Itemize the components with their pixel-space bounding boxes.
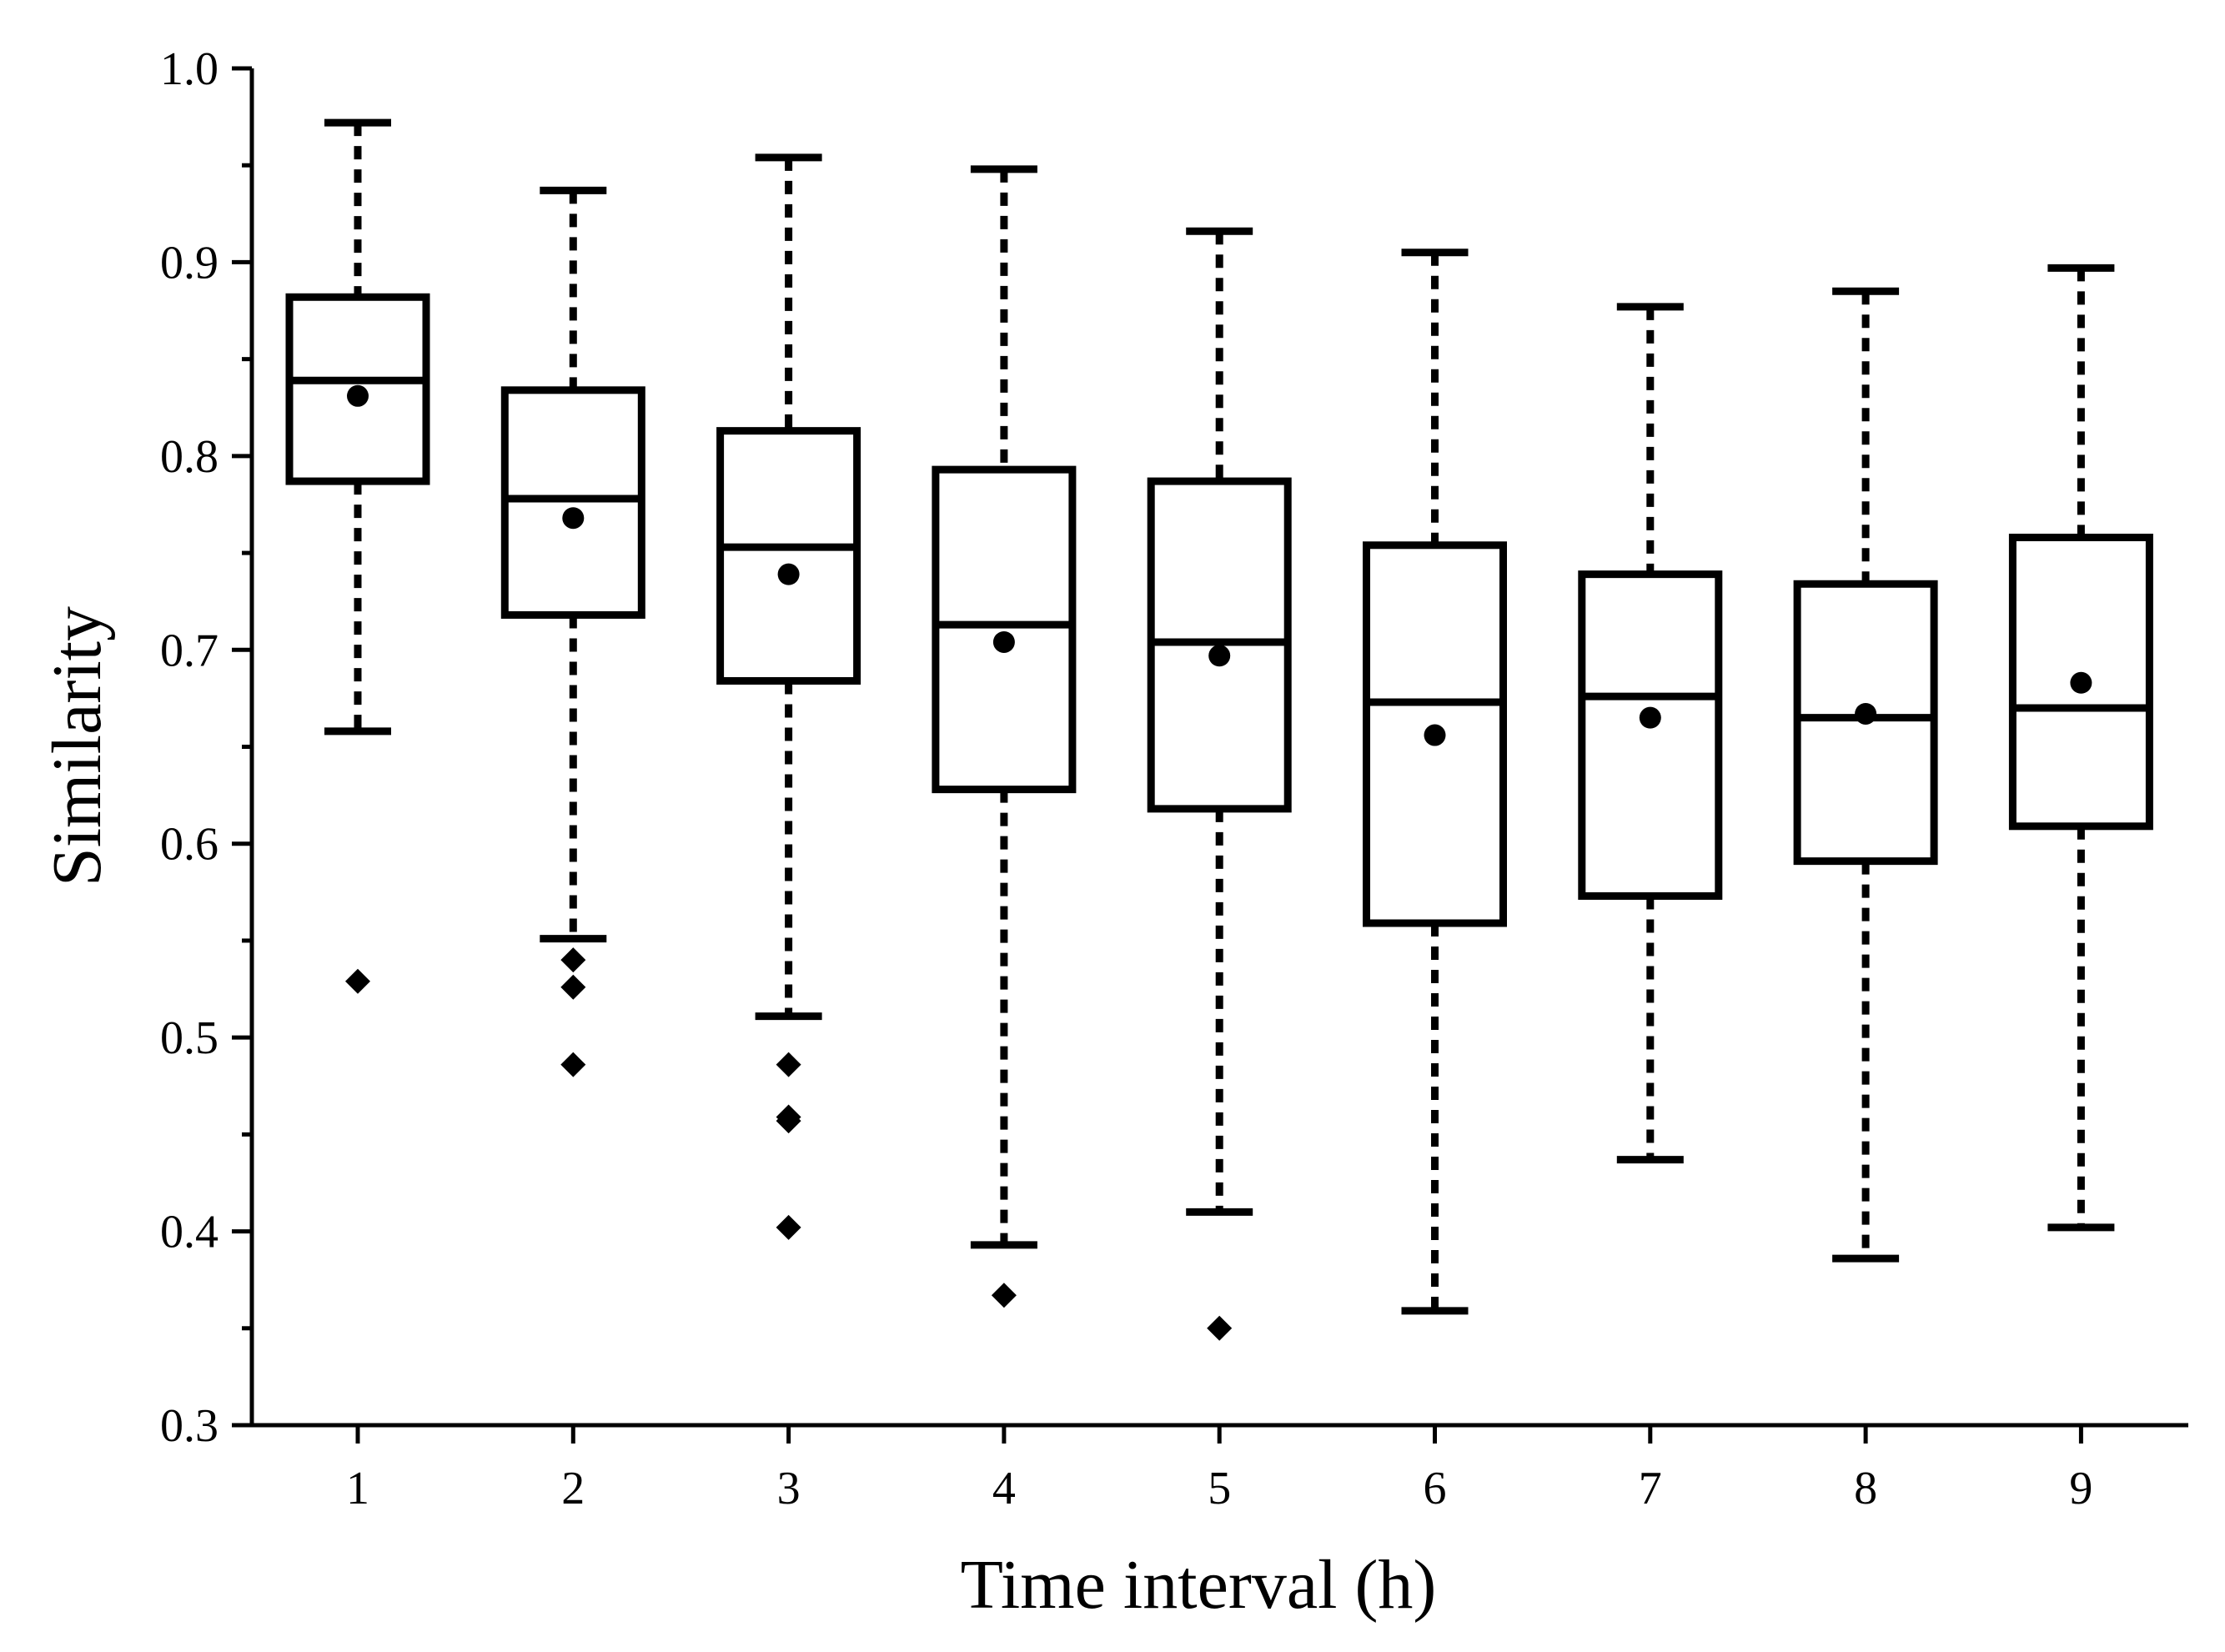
mean-marker — [1639, 706, 1661, 729]
mean-marker — [777, 563, 800, 585]
y-tick-label: 0.5 — [160, 1012, 218, 1064]
y-tick-label: 1.0 — [160, 43, 218, 95]
x-tick-label: 5 — [1208, 1463, 1231, 1514]
x-tick-label: 9 — [2069, 1463, 2092, 1514]
mean-marker — [1208, 645, 1231, 667]
y-tick-label: 0.7 — [160, 625, 218, 676]
outlier-marker — [776, 1214, 801, 1240]
boxes — [285, 118, 2153, 1341]
box-group-3 — [716, 153, 861, 1240]
iqr-box — [932, 465, 1077, 794]
outlier-marker — [776, 1108, 801, 1134]
iqr-box — [500, 386, 645, 619]
x-tick-label: 8 — [1854, 1463, 1877, 1514]
y-axis-title: Similarity — [38, 606, 116, 886]
box-group-1 — [285, 118, 430, 994]
x-tick-label: 7 — [1639, 1463, 1662, 1514]
x-ticks: 1 2 3 4 5 6 7 8 9 — [346, 1425, 2092, 1514]
box-group-9 — [2008, 264, 2153, 1232]
x-axis-title: Time interval (h) — [961, 1546, 1437, 1624]
outlier-marker — [1207, 1315, 1233, 1341]
iqr-box — [1578, 570, 1723, 900]
outlier-marker — [776, 1052, 801, 1077]
box-group-4 — [932, 165, 1077, 1308]
outlier-marker — [345, 968, 370, 994]
mean-marker — [347, 384, 369, 407]
x-tick-label: 6 — [1424, 1463, 1447, 1514]
y-tick-label: 0.4 — [160, 1207, 218, 1258]
x-tick-label: 3 — [777, 1463, 801, 1514]
outlier-marker — [560, 1052, 586, 1077]
mean-marker — [2070, 671, 2092, 694]
mean-marker — [1424, 724, 1446, 746]
mean-marker — [992, 630, 1015, 653]
box-group-8 — [1793, 287, 1938, 1263]
outlier-marker — [560, 947, 586, 973]
outlier-marker — [991, 1283, 1017, 1308]
y-tick-label: 0.3 — [160, 1400, 218, 1452]
box-group-5 — [1147, 227, 1292, 1341]
mean-marker — [1855, 702, 1877, 725]
y-ticks: 0.3 0.4 0.5 0.6 0.7 0.8 0.9 1.0 — [160, 43, 252, 1452]
box-group-2 — [500, 186, 645, 1077]
outlier-marker — [560, 974, 586, 1000]
y-tick-label: 0.6 — [160, 819, 218, 871]
box-group-6 — [1363, 249, 1507, 1315]
iqr-box — [1793, 580, 1938, 866]
x-tick-label: 4 — [992, 1463, 1016, 1514]
box-group-7 — [1578, 303, 1723, 1164]
x-tick-label: 1 — [346, 1463, 369, 1514]
mean-marker — [562, 507, 585, 530]
y-tick-label: 0.9 — [160, 237, 218, 289]
iqr-box — [716, 427, 861, 685]
y-tick-label: 0.8 — [160, 431, 218, 483]
x-tick-label: 2 — [561, 1463, 585, 1514]
